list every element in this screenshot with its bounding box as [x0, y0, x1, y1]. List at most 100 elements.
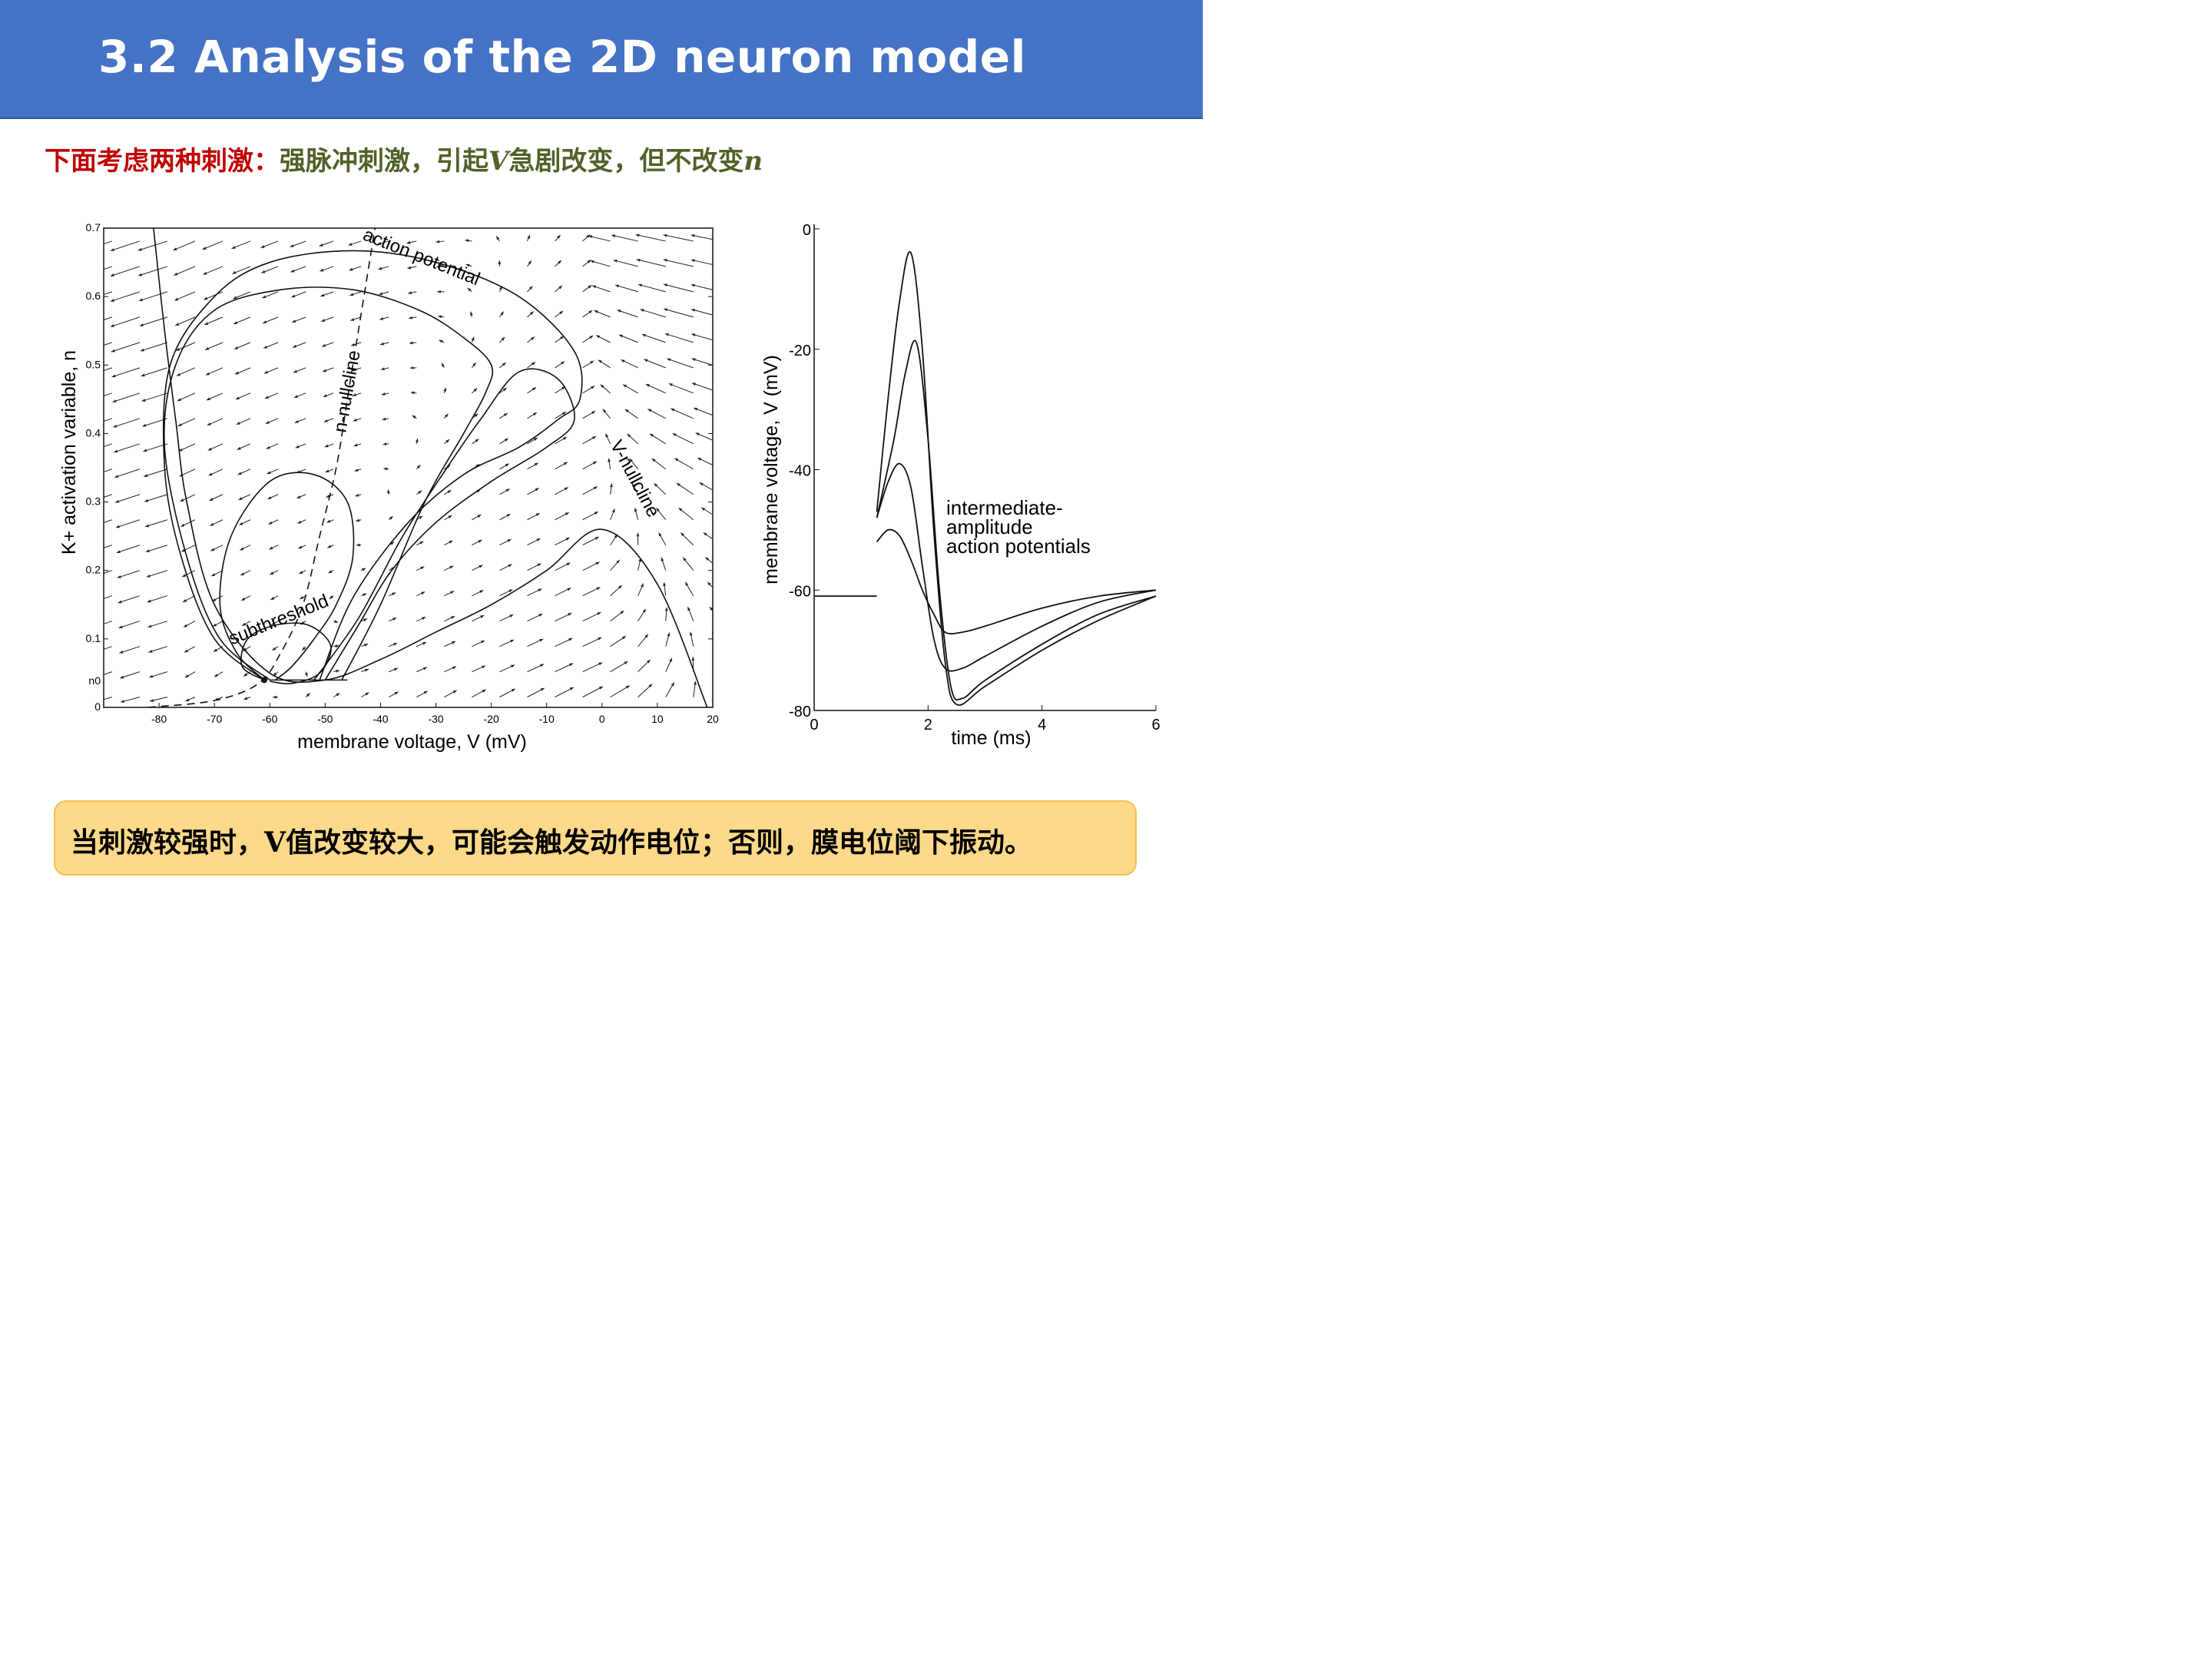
field-arrow-head — [382, 442, 387, 446]
field-arrow-head — [697, 458, 702, 461]
field-arrow-head — [419, 515, 423, 519]
field-arrow-shaft — [104, 418, 112, 422]
field-arrow-shaft — [663, 259, 694, 267]
field-arrow-head — [435, 240, 440, 243]
field-arrow-head — [207, 422, 211, 426]
field-arrow-head — [638, 283, 643, 287]
field-arrow-head — [410, 391, 415, 395]
y-tick-label: 0.4 — [86, 426, 101, 439]
field-arrow-head — [690, 259, 695, 263]
field-arrow-head — [83, 349, 87, 353]
field-arrow-head — [143, 449, 147, 452]
field-arrow-head — [471, 336, 475, 341]
phase-frame — [103, 227, 714, 708]
field-arrow-head — [115, 499, 120, 503]
field-arrow-shaft — [697, 457, 713, 466]
series-intermediate — [313, 368, 575, 680]
field-arrow-head — [600, 384, 604, 389]
field-arrow-head — [422, 667, 427, 671]
field-arrow-head — [565, 537, 570, 541]
field-arrow-head — [113, 424, 118, 428]
field-arrow-shaft — [690, 284, 713, 290]
field-arrow-head — [598, 662, 603, 666]
field-arrow-head — [202, 247, 207, 250]
field-arrow-shaft — [104, 646, 112, 650]
field-arrow-head — [243, 673, 248, 677]
x-tick-label: 10 — [651, 713, 664, 725]
field-arrow-head — [691, 333, 696, 336]
field-arrow-head — [380, 342, 385, 346]
field-arrow-head — [83, 375, 87, 378]
field-arrow-shaft — [111, 367, 141, 378]
field-arrow-head — [204, 322, 209, 325]
field-arrow-head — [355, 493, 359, 497]
annotation-label: n-nullcline — [329, 349, 364, 434]
field-arrow-head — [378, 267, 382, 270]
field-arrow-shaft — [104, 367, 112, 372]
field-arrow-head — [500, 311, 504, 316]
field-arrow-shaft — [137, 266, 168, 276]
series-action-potential-outer — [162, 250, 583, 680]
field-arrow-head — [182, 574, 187, 578]
field-arrow-head — [145, 549, 150, 553]
field-arrow-shaft — [104, 316, 112, 321]
field-arrow-head — [531, 362, 535, 366]
field-arrow-head — [300, 596, 304, 600]
field-arrow-head — [87, 526, 91, 529]
field-arrow-head — [469, 311, 473, 316]
field-arrow-head — [567, 588, 571, 591]
field-arrow-shaft — [644, 359, 666, 369]
field-arrow-head — [533, 437, 538, 441]
field-arrow-head — [436, 265, 441, 269]
field-arrow-shaft — [691, 358, 713, 366]
field-arrow-head — [475, 439, 479, 442]
field-arrow-shaft — [118, 595, 141, 604]
field-arrow-head — [407, 266, 412, 270]
field-arrow-head — [701, 507, 706, 511]
field-arrow-head — [290, 244, 294, 247]
field-arrow-head — [387, 489, 390, 494]
callout-part2: 值改变较大，可能会触发动作电位；否则，膜电位阈下振动。 — [285, 827, 1032, 859]
x-tick-label: 2 — [924, 717, 932, 733]
series-action-potential-inner — [164, 286, 494, 680]
series-trace-4 — [876, 528, 1157, 635]
field-arrow-head — [408, 291, 412, 295]
field-arrow-head — [352, 393, 356, 396]
field-arrow-head — [534, 462, 538, 466]
field-arrow-head — [353, 418, 357, 422]
field-arrow-head — [510, 639, 515, 643]
field-arrow-head — [535, 513, 540, 517]
field-arrow-head — [293, 395, 298, 398]
field-arrow-head — [449, 540, 453, 544]
field-arrow-head — [594, 310, 598, 313]
field-arrow-head — [558, 286, 562, 290]
field-arrow-head — [668, 383, 673, 386]
field-arrow-head — [557, 234, 561, 239]
field-arrow-shaft — [104, 443, 112, 448]
field-arrow-head — [273, 672, 277, 676]
field-arrow-head — [611, 234, 616, 238]
x-tick-label: -20 — [484, 713, 499, 725]
field-arrow-head — [111, 374, 116, 378]
x-tick-label: -40 — [373, 713, 388, 725]
field-arrow-head — [394, 691, 399, 695]
field-arrow-head — [329, 595, 333, 599]
field-arrow-head — [437, 290, 441, 293]
field-arrow-head — [566, 562, 571, 566]
field-arrow-head — [508, 564, 512, 568]
field-arrow-head — [240, 547, 244, 551]
field-arrow-head — [320, 293, 325, 297]
field-arrow-head — [591, 386, 595, 389]
field-arrow-head — [260, 245, 265, 248]
field-arrow-head — [237, 472, 242, 475]
field-arrow-head — [379, 292, 383, 296]
field-arrow-shaft — [141, 367, 168, 377]
field-arrow-head — [203, 271, 207, 275]
field-arrow-head — [691, 309, 696, 312]
field-arrow-head — [569, 663, 574, 667]
field-arrow-head — [661, 557, 664, 561]
field-arrow-head — [363, 618, 368, 622]
field-arrow-head — [509, 614, 514, 618]
field-arrow-head — [145, 524, 149, 528]
field-arrow-head — [138, 273, 143, 276]
